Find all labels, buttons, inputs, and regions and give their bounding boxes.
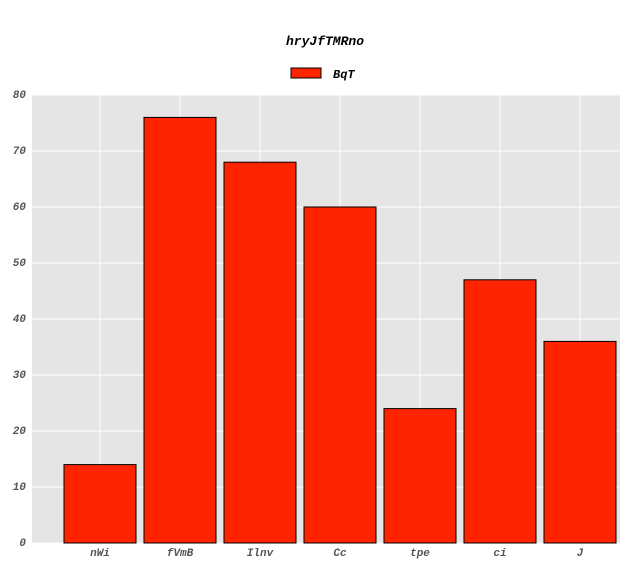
y-tick-label: 80: [13, 90, 27, 102]
y-tick-label: 30: [13, 370, 27, 382]
bar-ci: [463, 279, 537, 544]
legend-swatch-bqt: [290, 67, 322, 79]
y-tick-label: 50: [13, 258, 27, 270]
legend-label-bqt: BqT: [333, 68, 355, 82]
bars: [63, 116, 617, 544]
x-tick-label: J: [577, 548, 584, 560]
bar-j: [543, 340, 617, 544]
y-tick-label: 40: [13, 314, 27, 326]
bar-fvmb: [143, 116, 217, 544]
x-tick-label: nWi: [90, 548, 110, 560]
x-tick-label: Cc: [333, 548, 347, 560]
bar-nwi: [63, 464, 137, 544]
y-axis-ticks: 0 10 20 30 40 50 60 70 80: [13, 90, 27, 550]
x-tick-label: tpe: [410, 548, 430, 560]
y-tick-label: 70: [13, 146, 27, 158]
x-tick-label: ci: [493, 548, 506, 560]
y-tick-label: 60: [13, 202, 27, 214]
y-tick-label: 0: [19, 538, 26, 550]
legend: BqT: [290, 67, 355, 82]
bar-ilnv: [223, 161, 297, 544]
x-axis-ticks: nWi fVmB Ilnv Cc tpe ci J: [90, 548, 584, 560]
chart-title: hryJfTMRno: [286, 34, 364, 49]
bar-tpe: [383, 408, 457, 544]
y-tick-label: 10: [13, 482, 27, 494]
x-tick-label: fVmB: [167, 548, 194, 560]
y-tick-label: 20: [13, 426, 27, 438]
bar-cc: [303, 206, 377, 544]
x-tick-label: Ilnv: [247, 548, 274, 560]
